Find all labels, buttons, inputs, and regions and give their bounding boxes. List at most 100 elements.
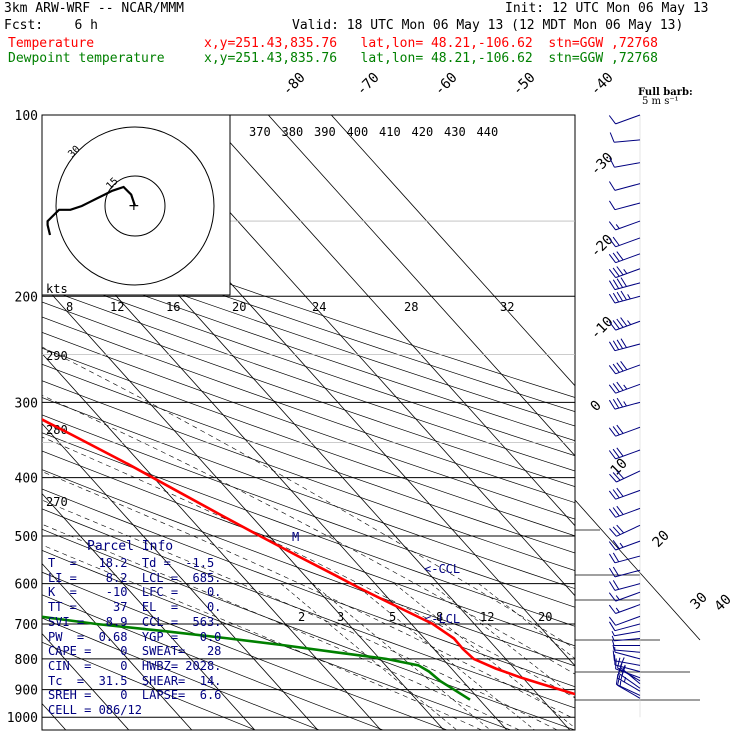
hodograph-ring-30 <box>55 126 215 286</box>
parcel-info-line: TT = 37 EL = 0. <box>48 600 222 615</box>
mixing-ratio-line <box>312 583 491 730</box>
moist-adiabat-line <box>42 499 558 730</box>
parcel-info-line: T = 18.2 Td = -1.5 <box>48 556 215 570</box>
dry-adiabat-line <box>42 217 575 398</box>
dry-adiabat-line <box>42 230 575 412</box>
mixing-ratio-label: 5 <box>389 610 396 624</box>
dry-adiabat-line <box>42 347 575 537</box>
speed-label: 12 <box>110 300 124 314</box>
dry-adiabat-line <box>42 332 575 520</box>
pressure-label: 600 <box>15 578 38 593</box>
dry-adiabat-line <box>42 272 575 457</box>
mixing-ratio-label: 8 <box>436 610 443 624</box>
mixing-ratio-label: 20 <box>538 610 552 624</box>
valid-time: Valid: 18 UTC Mon 06 May 13 (12 MDT Mon … <box>292 18 684 33</box>
parcel-info-line: CAPE = 0 SWEAT= 28 <box>48 644 222 659</box>
wind-barb <box>608 200 641 211</box>
isotherm-line <box>331 115 575 387</box>
isotherm-label: -80 <box>280 70 309 99</box>
wind-barb <box>608 621 641 632</box>
pressure-label: 200 <box>15 290 38 305</box>
wind-barb <box>608 580 641 591</box>
isotherm-line <box>42 352 382 730</box>
isotherm-label: -40 <box>588 70 617 99</box>
dry-adiabat-line <box>42 397 575 590</box>
dry-adiabat-line <box>42 617 320 730</box>
dry-adiabat-line <box>42 432 575 627</box>
parcel-info-line: CIN = 0 HWBZ= 2028. <box>48 658 222 673</box>
hodograph-ring-15 <box>104 175 166 237</box>
wind-barb <box>608 361 641 375</box>
hodograph-unit-label: kts <box>46 282 68 296</box>
pressure-label: 400 <box>15 472 38 487</box>
wind-barb <box>608 487 641 500</box>
wind-barb <box>611 630 641 637</box>
isotherm-label: 40 <box>712 592 735 615</box>
parcel-info-title: Parcel Info <box>87 539 174 554</box>
wind-barb <box>608 566 641 578</box>
dewpoint-legend: Dewpoint temperature <box>8 51 165 66</box>
wind-barb <box>615 658 641 679</box>
isotherm-label: 0 <box>588 398 605 415</box>
wind-barb <box>608 181 641 191</box>
isotherm-line <box>205 115 575 527</box>
mixing-ratio-line <box>394 583 575 729</box>
wind-barb <box>608 591 641 602</box>
wind-barb <box>608 290 641 304</box>
moist-adiabat-line <box>42 395 575 675</box>
wind-barb <box>609 132 641 143</box>
wind-barb <box>608 251 641 264</box>
mixing-ratio-line <box>478 583 575 659</box>
pressure-label: 800 <box>15 653 38 668</box>
wind-barb <box>608 540 641 551</box>
wind-barb <box>608 338 641 352</box>
wind-barb <box>609 470 641 483</box>
mixing-ratio-line <box>280 583 457 730</box>
isotherm-label: -20 <box>588 232 617 261</box>
wind-barb <box>608 317 641 331</box>
mixing-ratio-label: 2 <box>298 610 305 624</box>
isotherm-label: -10 <box>588 314 617 343</box>
dry-adiabat-line <box>42 301 575 488</box>
pressure-label: 100 <box>15 109 38 124</box>
moist-adiabat-line <box>42 471 575 720</box>
dry-adiabat-line <box>42 641 256 730</box>
wind-barb <box>608 220 641 231</box>
dry-adiabat-label: 280 <box>46 423 68 437</box>
pressure-label: 700 <box>15 618 38 633</box>
isotherm-line <box>142 115 575 597</box>
speed-label: 32 <box>500 300 514 314</box>
ccl-label: <-CCL <box>424 562 460 576</box>
pressure-label: 1000 <box>7 711 38 726</box>
moist-adiabat-line <box>42 346 575 649</box>
mixing-ratio-line <box>430 583 575 698</box>
mixing-ratio-label: 3 <box>337 610 344 624</box>
wind-barb <box>608 397 641 410</box>
dry-adiabat-line <box>42 594 384 730</box>
dry-adiabat-line <box>42 258 575 442</box>
isotherm-line <box>268 115 575 457</box>
isotherm-label: 30 <box>688 590 711 613</box>
isotherm-extension-line <box>574 499 701 641</box>
pressure-label: 300 <box>15 396 38 411</box>
wind-barb <box>609 157 641 168</box>
mixing-ratio-label: 12 <box>480 610 494 624</box>
theta-label: 390 <box>314 125 336 139</box>
wind-barb <box>608 604 641 614</box>
wind-barb <box>617 674 641 699</box>
wind-barb <box>612 644 641 653</box>
isotherm-label: -30 <box>588 150 617 179</box>
temperature-location: x,y=251.43,835.76 lat,lon= 48.21,-106.62… <box>204 36 658 51</box>
dewpoint-location: x,y=251.43,835.76 lat,lon= 48.21,-106.62… <box>204 51 658 66</box>
parcel-info-line: SREH = 0 LAPSE= 6.6 <box>48 688 222 703</box>
isotherm-label: 20 <box>650 528 673 551</box>
speed-label: 24 <box>312 300 326 314</box>
dry-adiabat-line <box>42 286 575 472</box>
dewpoint-profile <box>42 615 471 701</box>
wind-barb <box>608 505 641 518</box>
barb-unit: 5 m s⁻¹ <box>642 96 679 107</box>
pressure-label: 900 <box>15 684 38 699</box>
theta-label: 420 <box>412 125 434 139</box>
barb-title: Full barb: <box>638 87 693 98</box>
parcel-info-line: CELL = 086/12 <box>48 703 142 717</box>
